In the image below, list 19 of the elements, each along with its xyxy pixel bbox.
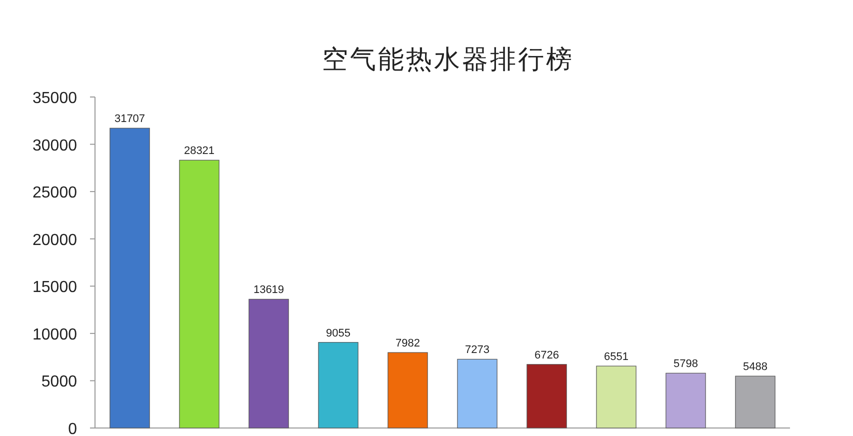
y-tick-label: 5000 [41,374,78,391]
data-label: 5798 [674,358,698,370]
data-label: 6726 [534,349,559,362]
y-tick-label: 35000 [32,90,78,107]
data-label: 13619 [253,284,284,296]
y-tick-label: 20000 [32,232,78,249]
y-tick-label: 10000 [32,326,78,344]
data-label: 7273 [465,344,490,356]
y-tick-label: 25000 [32,184,78,202]
y-tick-label: 15000 [32,279,78,296]
data-label: 5488 [743,361,768,374]
y-tick-label: 30000 [32,137,78,154]
data-label: 31707 [114,113,146,126]
data-label: 9055 [326,327,350,340]
data-label: 7982 [396,338,420,350]
data-label: 6551 [604,351,628,364]
y-tick-label: 0 [68,421,78,436]
data-label: 28321 [184,145,215,158]
chart-title: 空气能热水器排行榜 [322,44,574,74]
